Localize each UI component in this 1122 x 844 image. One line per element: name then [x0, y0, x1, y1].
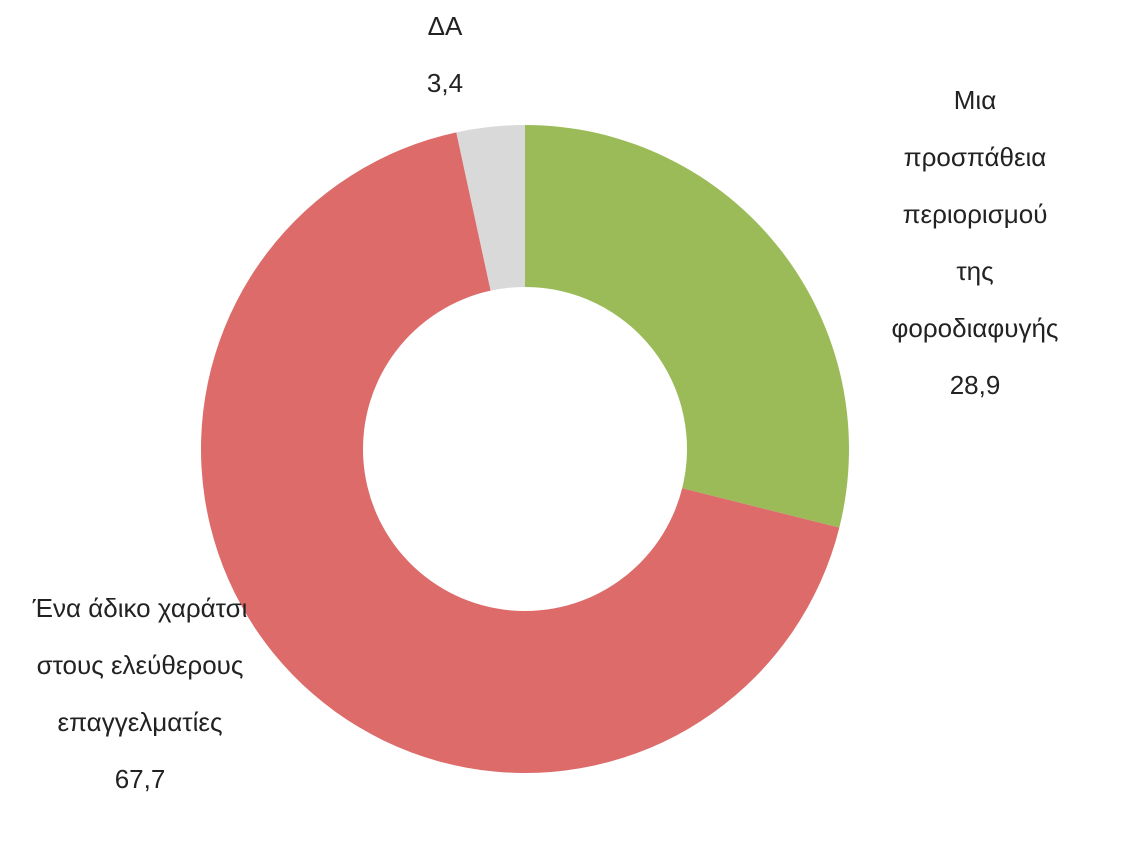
data-label: Μια προσπάθεια περιορισμού της φοροδιαφυ…: [892, 72, 1059, 414]
data-label: Ένα άδικο χαράτσι στους ελεύθερους επαγγ…: [9, 580, 271, 808]
donut-slice: [201, 132, 840, 773]
donut-slice: [456, 125, 525, 291]
donut-slice: [525, 125, 849, 528]
category-label: ΔΑ: [427, 11, 463, 41]
value-label: 67,7: [114, 764, 166, 794]
data-label: ΔΑ 3,4: [427, 0, 463, 112]
value-label: 28,9: [949, 370, 1001, 400]
value-label: 3,4: [426, 68, 464, 98]
category-label: Μια προσπάθεια περιορισμού της φοροδιαφυ…: [891, 85, 1059, 343]
category-label: Ένα άδικο χαράτσι στους ελεύθερους επαγγ…: [32, 593, 248, 737]
